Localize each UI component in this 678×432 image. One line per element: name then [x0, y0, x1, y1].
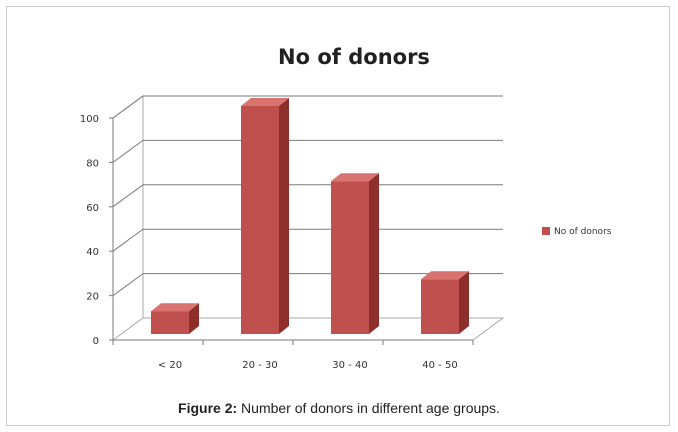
bar-top	[151, 303, 199, 312]
legend-swatch	[542, 227, 550, 235]
x-tick-label: 20 - 30	[242, 360, 277, 371]
gridlines	[112, 95, 503, 297]
bar-front	[331, 181, 369, 334]
legend: No of donors	[542, 227, 612, 237]
x-axis: < 20 20 - 30 30 - 40 40 - 50	[112, 339, 474, 371]
bar-side	[369, 173, 379, 334]
bar-side	[189, 303, 199, 334]
figure-caption: Figure 2: Number of donors in different …	[0, 400, 678, 416]
legend-label: No of donors	[554, 227, 612, 237]
chart: No of donors 0 20 40 60 80 100 < 20 20 - 30 30 …	[80, 45, 612, 371]
y-axis: 0 20 40 60 80 100	[80, 114, 114, 347]
y-tick-label: 0	[93, 336, 99, 347]
bar	[151, 303, 199, 334]
bar-front	[241, 106, 279, 334]
bar-front	[421, 279, 459, 334]
gridline	[112, 95, 503, 119]
y-tick-label: 60	[86, 203, 99, 214]
bar-top	[331, 173, 379, 182]
y-tick-label: 20	[86, 292, 99, 303]
bar-side	[279, 98, 289, 334]
gridline	[112, 139, 503, 163]
y-tick-label: 100	[80, 114, 99, 125]
x-tick-label: 40 - 50	[422, 360, 457, 371]
gridline	[112, 273, 503, 297]
bars	[151, 98, 469, 334]
caption-label: Figure 2:	[178, 400, 238, 416]
bar-top	[421, 271, 469, 280]
y-tick-label: 40	[86, 247, 99, 258]
bar	[331, 173, 379, 334]
bar-front	[151, 311, 189, 334]
gridline	[112, 228, 503, 252]
bar	[241, 98, 289, 334]
chart-title: No of donors	[278, 45, 430, 69]
bar-side	[459, 271, 469, 334]
caption-text: Number of donors in different age groups…	[237, 400, 500, 416]
gridline	[112, 184, 503, 208]
bar-top	[241, 98, 289, 106]
bar	[421, 271, 469, 334]
x-tick-label: < 20	[158, 360, 182, 371]
y-tick-label: 80	[86, 158, 99, 169]
x-tick-label: 30 - 40	[332, 360, 367, 371]
